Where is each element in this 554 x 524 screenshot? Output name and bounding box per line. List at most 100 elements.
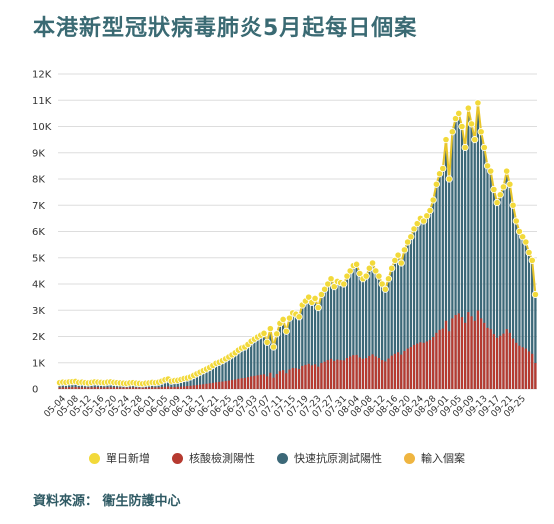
bar-pcr (256, 337, 259, 389)
bar-rat (524, 348, 527, 389)
bar-pcr (428, 210, 432, 389)
point-daily (471, 136, 479, 144)
bar-rat (230, 380, 234, 389)
bar-rat (396, 352, 400, 389)
bar-pcr (163, 379, 167, 389)
bar-rat (441, 328, 444, 389)
bar-pcr (234, 352, 237, 389)
bar-pcr (176, 380, 179, 389)
bar-pcr (486, 165, 489, 389)
point-daily (483, 162, 492, 170)
bar-rat (202, 384, 205, 389)
bar-rat (170, 387, 173, 389)
point-daily (487, 167, 495, 175)
bar-pcr (403, 249, 406, 389)
point-daily (260, 329, 268, 337)
bar-rat (479, 318, 483, 389)
bar-rat (256, 375, 259, 389)
bar-rat (406, 348, 409, 389)
bar-rat (502, 333, 505, 389)
point-daily (512, 217, 520, 225)
bar-pcr (243, 347, 246, 389)
bar-rat (96, 387, 100, 389)
y-tick-label: 1K (32, 358, 45, 369)
bar-pcr (179, 379, 183, 389)
bar-pcr (329, 278, 333, 389)
bar-pcr (221, 360, 224, 389)
bar-rat (527, 351, 531, 389)
bar-rat (182, 386, 186, 389)
bar-pcr (518, 231, 521, 389)
bar-pcr (336, 281, 339, 389)
point-daily (394, 251, 402, 259)
point-daily (499, 183, 508, 191)
bar-rat (515, 342, 518, 389)
bar-rat (237, 378, 240, 389)
point-daily (266, 325, 274, 333)
point-daily (442, 136, 450, 144)
bar-rat (505, 329, 508, 389)
bar-pcr (371, 263, 374, 389)
bar-rat (205, 383, 208, 389)
bar-rat (275, 374, 278, 389)
bar-rat (243, 377, 246, 389)
bar-pcr (492, 189, 496, 389)
bar-pcr (515, 221, 518, 389)
bar-rat (208, 383, 211, 389)
bar-rat (489, 329, 492, 389)
bar-rat (80, 387, 84, 389)
bar-pcr (355, 264, 358, 389)
bar-pcr (511, 205, 515, 389)
point-daily (477, 128, 485, 136)
bar-pcr (444, 139, 448, 389)
bar-pcr (502, 186, 505, 389)
point-daily (368, 259, 377, 267)
bar-rat (361, 358, 365, 389)
bar-rat (323, 361, 326, 389)
bar-rat (380, 360, 384, 389)
bar-rat (393, 353, 397, 389)
point-daily (426, 206, 434, 215)
bar-rat (368, 355, 371, 389)
bar-rat (291, 368, 294, 389)
point-daily (429, 196, 437, 204)
point-daily (455, 109, 463, 117)
bar-rat (336, 359, 339, 389)
bar-pcr (454, 118, 457, 389)
bar-rat (224, 381, 227, 389)
point-daily (410, 225, 418, 233)
bar-pcr (333, 286, 336, 389)
bar-pcr (448, 179, 451, 389)
point-daily (388, 264, 396, 272)
point-daily (493, 199, 501, 207)
bar-pcr (250, 341, 253, 389)
bar-pcr (192, 375, 195, 389)
bar-pcr (396, 255, 400, 389)
bar-rat (269, 372, 272, 389)
bar-pcr (272, 347, 275, 389)
bar-rat (262, 374, 266, 389)
bar-rat (163, 386, 167, 389)
bar-rat (77, 387, 80, 389)
bar-pcr (365, 276, 368, 389)
chart-title: 本港新型冠狀病毒肺炎5月起每日個案 (33, 16, 418, 41)
bar-rat (234, 379, 237, 389)
point-daily (515, 227, 524, 236)
point-daily (273, 330, 281, 338)
bar-pcr (275, 333, 278, 389)
bar-pcr (499, 194, 502, 389)
point-daily (525, 248, 533, 257)
bar-pcr (304, 301, 307, 389)
bar-pcr (313, 298, 317, 389)
y-tick-label: 5K (32, 253, 45, 264)
bar-rat (400, 354, 403, 389)
bar-pcr (441, 168, 444, 389)
point-daily (400, 246, 409, 254)
point-daily (365, 264, 373, 272)
bar-rat (198, 384, 202, 389)
bar-rat (93, 387, 96, 389)
bar-pcr (259, 335, 262, 389)
bar-rat (115, 387, 119, 389)
bar-rat (355, 354, 358, 389)
bar-pcr (167, 379, 170, 389)
